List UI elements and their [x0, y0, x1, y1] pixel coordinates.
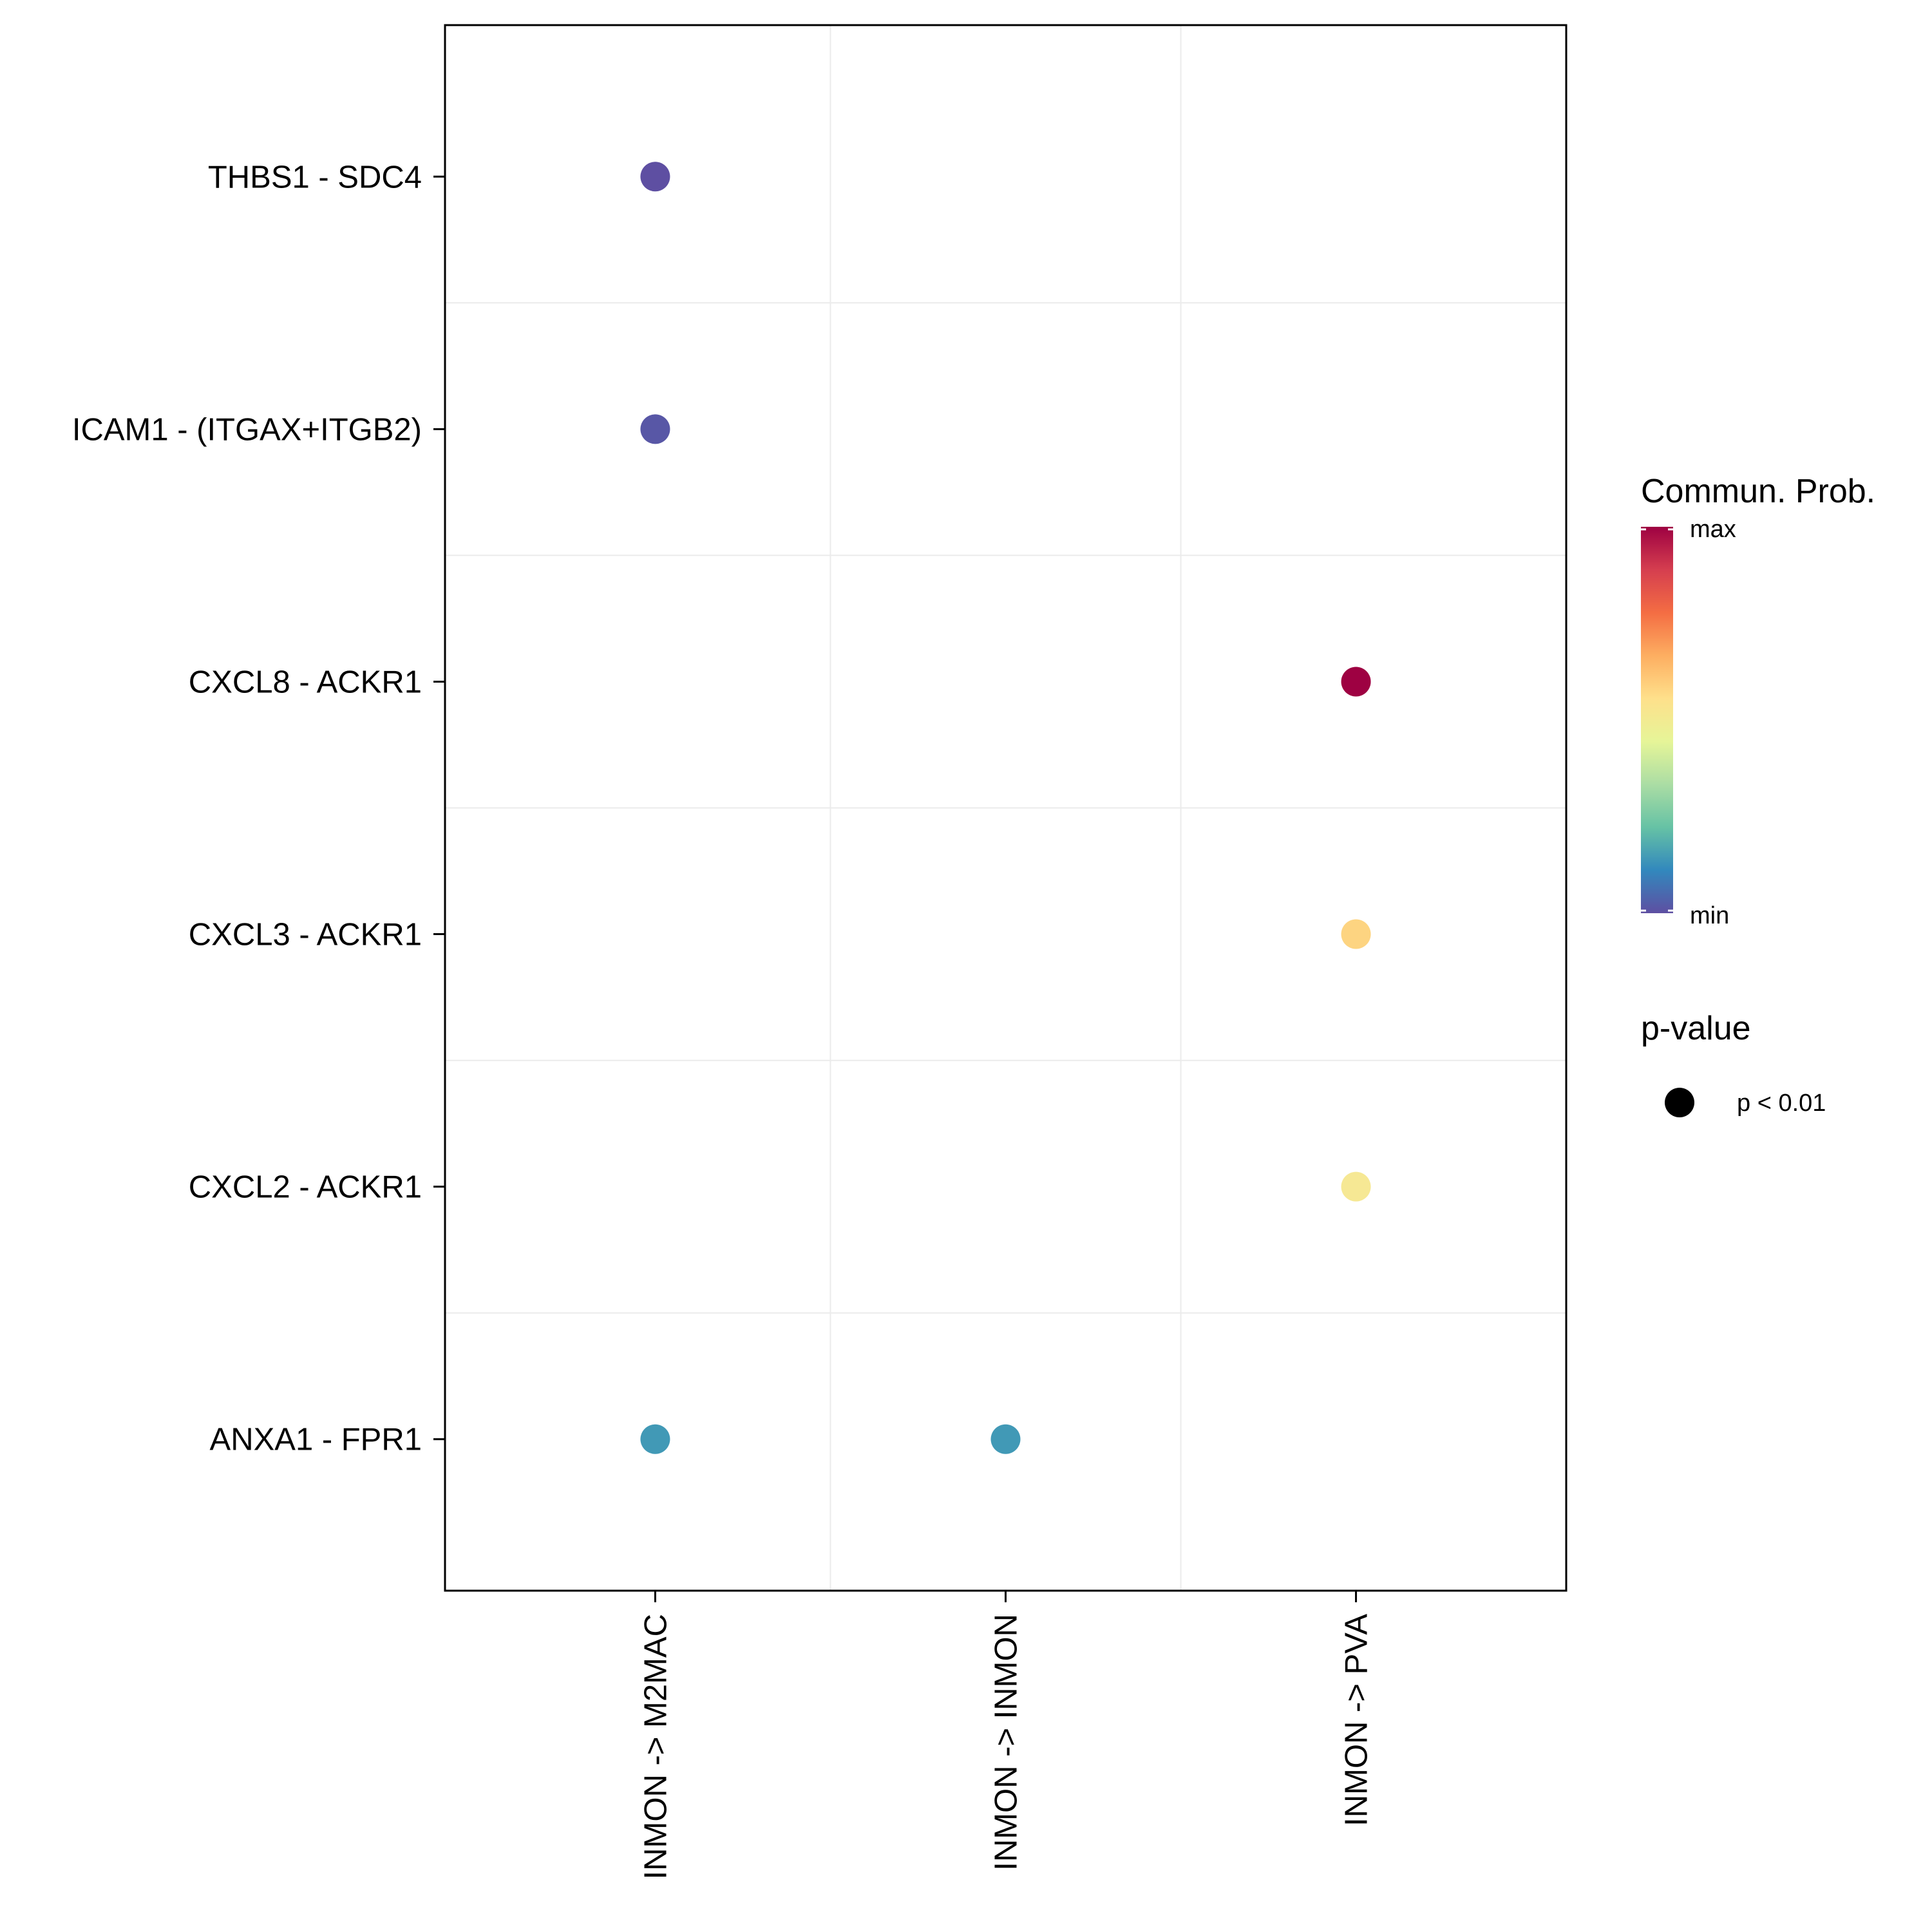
y-axis-tick-label: CXCL8 - ACKR1 — [189, 665, 422, 699]
color-legend-title: Commun. Prob. — [1641, 473, 1875, 510]
x-axis-tick-label: INMON -> PVA — [1340, 1614, 1374, 1826]
data-point — [1341, 667, 1371, 697]
y-axis-tick-label: CXCL3 - ACKR1 — [189, 918, 422, 952]
colorbar — [1641, 527, 1673, 913]
y-axis-tick-label: CXCL2 - ACKR1 — [189, 1170, 422, 1205]
data-point — [640, 1424, 670, 1454]
data-point — [640, 414, 670, 444]
axes: THBS1 - SDC4 ICAM1 - (ITGAX+ITGB2) CXCL8 -… — [72, 160, 1374, 1879]
legend: Commun. Prob. max min p-value p < 0.01 — [1641, 473, 1875, 1117]
data-point — [1341, 919, 1371, 949]
grid-lines — [445, 25, 1566, 1591]
y-axis-tick-label: ANXA1 - FPR1 — [210, 1423, 422, 1457]
size-legend-label: p < 0.01 — [1737, 1090, 1826, 1117]
data-point — [990, 1424, 1021, 1454]
data-points — [640, 162, 1371, 1454]
size-legend-key — [1665, 1088, 1694, 1117]
plot-panel-border — [444, 24, 1567, 1592]
x-axis-tick-label: INMON -> INMON — [989, 1614, 1024, 1871]
colorbar-max-label: max — [1690, 516, 1736, 543]
colorbar-min-label: min — [1690, 902, 1729, 929]
y-axis-tick-label: ICAM1 - (ITGAX+ITGB2) — [72, 412, 422, 447]
x-axis-tick-label: INMON -> M2MAC — [638, 1614, 673, 1879]
size-legend-title: p-value — [1641, 1010, 1751, 1047]
y-axis-tick-label: THBS1 - SDC4 — [208, 160, 422, 194]
data-point — [1341, 1171, 1371, 1202]
data-point — [640, 162, 670, 192]
